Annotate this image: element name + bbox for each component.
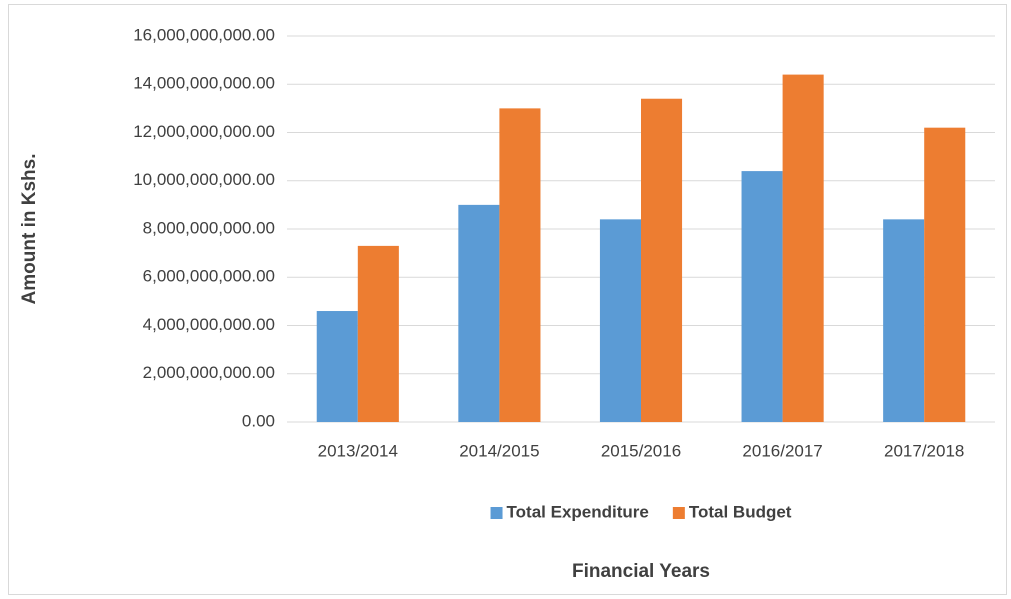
legend-item: Total Budget	[672, 502, 792, 521]
y-tick-label: 14,000,000,000.00	[133, 74, 275, 93]
x-tick-label: 2017/2018	[884, 441, 964, 460]
bar	[924, 127, 966, 423]
bar	[316, 311, 358, 422]
bar	[641, 98, 683, 422]
x-tick-label: 2014/2015	[459, 441, 539, 460]
y-tick-label: 8,000,000,000.00	[143, 218, 275, 237]
x-tick-label: 2015/2016	[601, 441, 681, 460]
legend-label: Total Expenditure	[507, 502, 649, 521]
x-tick-label: 2016/2017	[742, 441, 822, 460]
bar	[458, 204, 500, 422]
y-tick-label: 2,000,000,000.00	[143, 363, 275, 382]
legend-swatch	[490, 507, 503, 519]
bar	[741, 171, 783, 422]
legend-item: Total Expenditure	[490, 502, 649, 521]
y-tick-label: 6,000,000,000.00	[143, 267, 275, 286]
bar	[599, 219, 641, 422]
y-tick-label: 10,000,000,000.00	[133, 170, 275, 189]
y-tick-label: 16,000,000,000.00	[133, 25, 275, 44]
x-axis-title: Financial Years	[572, 561, 710, 582]
bar	[782, 74, 824, 422]
bar	[883, 219, 925, 422]
y-axis-title: Amount in Kshs.	[19, 154, 40, 305]
y-tick-label: 12,000,000,000.00	[133, 122, 275, 141]
bar	[499, 108, 541, 422]
bar	[357, 245, 399, 422]
y-tick-label: 4,000,000,000.00	[143, 315, 275, 334]
y-tick-label: 0.00	[242, 411, 275, 430]
legend-label: Total Budget	[689, 502, 792, 521]
x-tick-label: 2013/2014	[318, 441, 398, 460]
legend-swatch	[672, 507, 685, 519]
